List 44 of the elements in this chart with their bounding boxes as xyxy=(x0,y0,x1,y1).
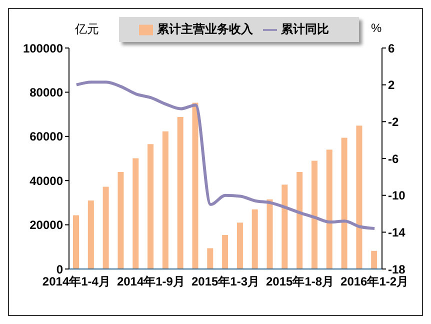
bar xyxy=(341,138,348,269)
bar xyxy=(162,131,168,269)
y2-tick-label: -14 xyxy=(388,225,406,240)
legend-label: 累计同比 xyxy=(281,22,329,36)
bar xyxy=(132,158,139,269)
bar xyxy=(148,144,154,269)
bar xyxy=(296,172,303,269)
y2-tick-label: -10 xyxy=(388,188,406,203)
bar xyxy=(252,209,258,269)
bar xyxy=(356,126,362,269)
bar xyxy=(207,248,214,269)
y-tick-label: 100000 xyxy=(22,41,64,56)
x-tick-label: 2016年1-2月 xyxy=(340,274,409,289)
bar xyxy=(222,234,228,269)
y2-axis-title: % xyxy=(371,21,382,35)
bar xyxy=(371,250,378,269)
bar xyxy=(266,199,273,269)
x-tick-label: 2015年1-3月 xyxy=(191,274,260,289)
y-tick-label: 0 xyxy=(56,262,64,276)
y-axis-title: 亿元 xyxy=(75,21,99,38)
line-series xyxy=(74,80,376,230)
x-tick-label: 2014年1-9月 xyxy=(116,274,185,289)
y2-tick-label: 6 xyxy=(388,41,395,56)
bar xyxy=(73,215,79,269)
bar xyxy=(177,116,184,269)
bar xyxy=(118,172,124,269)
bar xyxy=(282,184,288,269)
bar xyxy=(102,186,109,269)
bar xyxy=(311,160,318,269)
y-tick-label: 40000 xyxy=(30,174,64,188)
bar xyxy=(326,150,332,269)
y2-tick-label: -6 xyxy=(388,152,399,166)
bar xyxy=(88,200,94,269)
x-tick-label: 2015年1-8月 xyxy=(266,274,334,289)
y-tick-label: 20000 xyxy=(30,218,64,232)
y2-tick-label: -18 xyxy=(388,262,406,276)
y2-tick-label: 2 xyxy=(388,78,395,92)
y-tick-label: 60000 xyxy=(30,130,64,144)
bar xyxy=(192,102,198,269)
bar xyxy=(236,222,243,269)
legend-label: 累计主营业务收入 xyxy=(157,22,253,36)
x-tick-label: 2014年1-4月 xyxy=(42,274,110,289)
y-tick-label: 80000 xyxy=(30,85,64,100)
y2-tick-label: -2 xyxy=(388,114,399,129)
